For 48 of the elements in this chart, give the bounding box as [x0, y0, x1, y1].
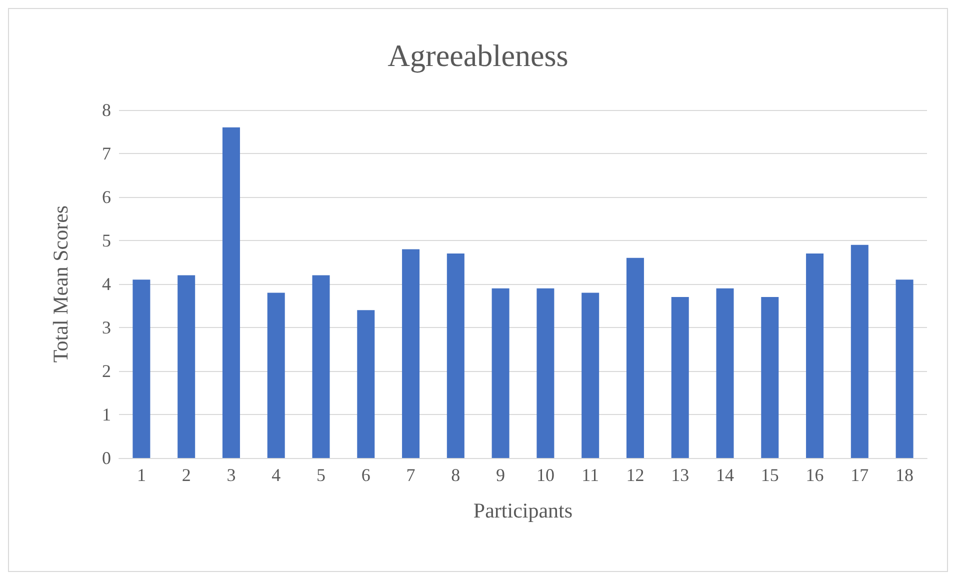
bar — [806, 254, 824, 458]
x-tick-label: 11 — [582, 465, 600, 485]
x-tick-label: 9 — [496, 465, 506, 485]
bar — [492, 288, 510, 458]
x-tick-label: 12 — [626, 465, 644, 485]
x-tick-label: 15 — [760, 465, 779, 485]
y-axis-title: Total Mean Scores — [48, 205, 72, 363]
x-tick-label: 2 — [182, 465, 191, 485]
x-tick-label: 1 — [136, 465, 146, 485]
bar — [626, 258, 644, 458]
y-tick-label: 8 — [102, 100, 111, 120]
x-tick-label: 16 — [806, 465, 824, 485]
y-tick-label: 6 — [102, 187, 111, 207]
x-tick-label: 4 — [272, 465, 281, 485]
x-tick-label: 3 — [226, 465, 236, 485]
y-tick-label: 5 — [102, 230, 111, 250]
x-tick-label: 10 — [536, 465, 554, 485]
bar — [357, 310, 375, 458]
x-tick-label: 8 — [451, 465, 460, 485]
bar — [446, 254, 464, 458]
x-tick-label: 6 — [361, 465, 370, 485]
bar — [671, 297, 689, 458]
bar — [536, 288, 554, 458]
bar — [402, 249, 420, 458]
y-tick-label: 4 — [102, 274, 111, 294]
bar — [132, 280, 150, 458]
x-tick-label: 18 — [896, 465, 914, 485]
chart-title: Agreeableness — [388, 38, 568, 73]
y-tick-label: 3 — [102, 318, 111, 338]
x-tick-label: 13 — [671, 465, 690, 485]
x-tick-label: 17 — [850, 465, 869, 485]
x-tick-label: 14 — [716, 465, 734, 485]
bar — [850, 244, 868, 458]
bar — [267, 292, 285, 458]
x-tick-label: 5 — [316, 465, 326, 485]
y-tick-label: 0 — [102, 448, 111, 468]
bar — [896, 280, 914, 458]
bar — [222, 127, 240, 458]
bar — [761, 297, 779, 458]
y-tick-label: 7 — [102, 144, 111, 164]
y-tick-label: 2 — [102, 361, 111, 381]
bar — [312, 275, 330, 458]
bar — [716, 288, 734, 458]
y-tick-label: 1 — [102, 404, 111, 424]
x-axis-title: Participants — [473, 498, 573, 522]
bar — [178, 275, 196, 458]
bar — [582, 292, 600, 458]
x-tick-label: 7 — [406, 465, 416, 485]
